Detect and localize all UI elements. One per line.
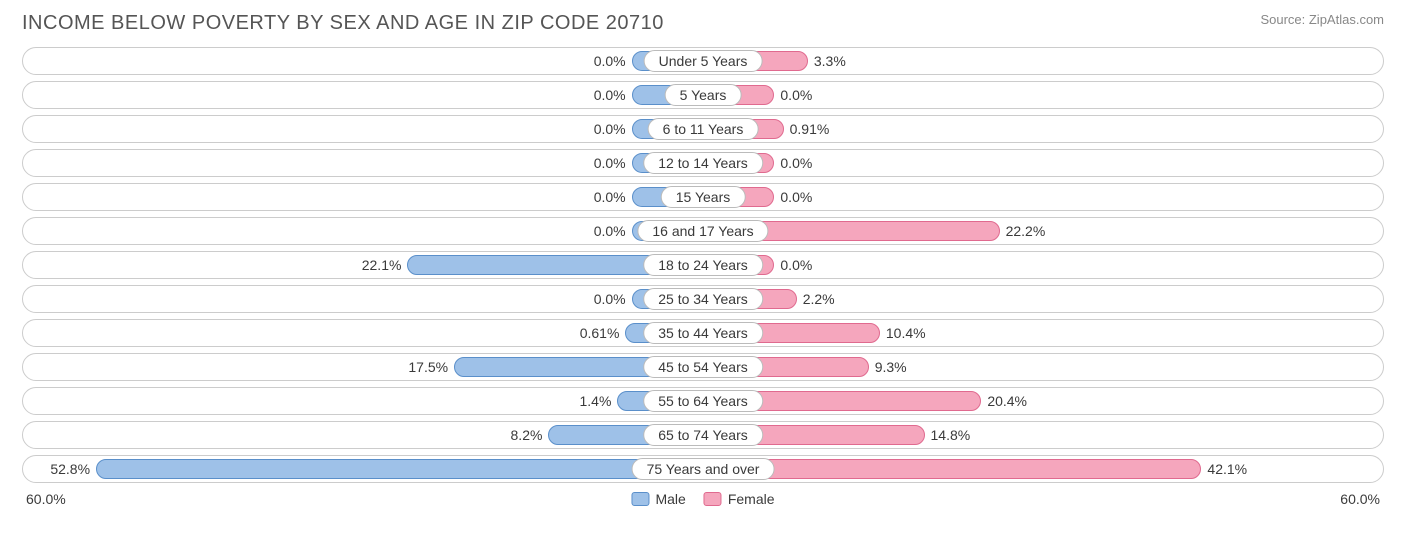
chart-row: 0.0% 0.0% 5 Years: [22, 81, 1384, 109]
legend-label-female: Female: [728, 491, 775, 507]
female-value-label: 0.0%: [774, 184, 812, 210]
female-value-label: 10.4%: [880, 320, 926, 346]
chart-row: 1.4% 20.4% 55 to 64 Years: [22, 387, 1384, 415]
chart-title: INCOME BELOW POVERTY BY SEX AND AGE IN Z…: [22, 12, 664, 35]
female-value-label: 22.2%: [1000, 218, 1046, 244]
axis-right-label: 60.0%: [1340, 491, 1380, 507]
female-value-label: 0.91%: [784, 116, 830, 142]
legend-swatch-female: [704, 492, 722, 506]
male-value-label: 1.4%: [579, 388, 617, 414]
category-label: 6 to 11 Years: [648, 118, 759, 140]
category-label: 5 Years: [665, 84, 742, 106]
female-value-label: 9.3%: [869, 354, 907, 380]
chart-row: 0.0% 0.0% 15 Years: [22, 183, 1384, 211]
male-value-label: 0.61%: [580, 320, 626, 346]
category-label: 45 to 54 Years: [643, 356, 763, 378]
chart-row: 17.5% 9.3% 45 to 54 Years: [22, 353, 1384, 381]
category-label: 35 to 44 Years: [643, 322, 763, 344]
axis-left-label: 60.0%: [26, 491, 66, 507]
male-value-label: 0.0%: [594, 116, 632, 142]
male-value-label: 8.2%: [511, 422, 549, 448]
chart-row: 0.0% 2.2% 25 to 34 Years: [22, 285, 1384, 313]
chart-row: 8.2% 14.8% 65 to 74 Years: [22, 421, 1384, 449]
chart-row: 0.0% 0.0% 12 to 14 Years: [22, 149, 1384, 177]
chart-row: 22.1% 0.0% 18 to 24 Years: [22, 251, 1384, 279]
female-value-label: 0.0%: [774, 82, 812, 108]
legend-item-female: Female: [704, 491, 775, 507]
male-value-label: 22.1%: [362, 252, 408, 278]
category-label: 12 to 14 Years: [643, 152, 763, 174]
female-value-label: 0.0%: [774, 150, 812, 176]
chart-row: 0.0% 3.3% Under 5 Years: [22, 47, 1384, 75]
legend-label-male: Male: [655, 491, 685, 507]
male-value-label: 0.0%: [594, 218, 632, 244]
chart-row: 0.0% 22.2% 16 and 17 Years: [22, 217, 1384, 245]
category-label: 65 to 74 Years: [643, 424, 763, 446]
female-value-label: 42.1%: [1201, 456, 1247, 482]
chart-row: 0.0% 0.91% 6 to 11 Years: [22, 115, 1384, 143]
chart-source: Source: ZipAtlas.com: [1260, 12, 1384, 27]
male-value-label: 0.0%: [594, 150, 632, 176]
male-value-label: 17.5%: [408, 354, 454, 380]
category-label: 25 to 34 Years: [643, 288, 763, 310]
category-label: 16 and 17 Years: [637, 220, 768, 242]
legend-swatch-male: [631, 492, 649, 506]
chart-row: 52.8% 42.1% 75 Years and over: [22, 455, 1384, 483]
category-label: 55 to 64 Years: [643, 390, 763, 412]
male-value-label: 52.8%: [50, 456, 96, 482]
male-bar: [96, 459, 703, 479]
category-label: Under 5 Years: [644, 50, 763, 72]
male-value-label: 0.0%: [594, 48, 632, 74]
chart-header: INCOME BELOW POVERTY BY SEX AND AGE IN Z…: [0, 0, 1406, 41]
male-value-label: 0.0%: [594, 286, 632, 312]
male-value-label: 0.0%: [594, 82, 632, 108]
female-value-label: 0.0%: [774, 252, 812, 278]
chart-row: 0.61% 10.4% 35 to 44 Years: [22, 319, 1384, 347]
category-label: 18 to 24 Years: [643, 254, 763, 276]
axis-row: 60.0% Male Female 60.0%: [22, 489, 1384, 507]
female-value-label: 20.4%: [981, 388, 1027, 414]
female-value-label: 2.2%: [797, 286, 835, 312]
legend: Male Female: [631, 491, 774, 507]
chart-area: 0.0%3.3%Under 5 Years0.0%0.0%5 Years0.0%…: [0, 41, 1406, 507]
female-bar: [703, 459, 1201, 479]
legend-item-male: Male: [631, 491, 685, 507]
male-value-label: 0.0%: [594, 184, 632, 210]
female-value-label: 14.8%: [925, 422, 971, 448]
category-label: 75 Years and over: [632, 458, 775, 480]
female-value-label: 3.3%: [808, 48, 846, 74]
category-label: 15 Years: [661, 186, 746, 208]
